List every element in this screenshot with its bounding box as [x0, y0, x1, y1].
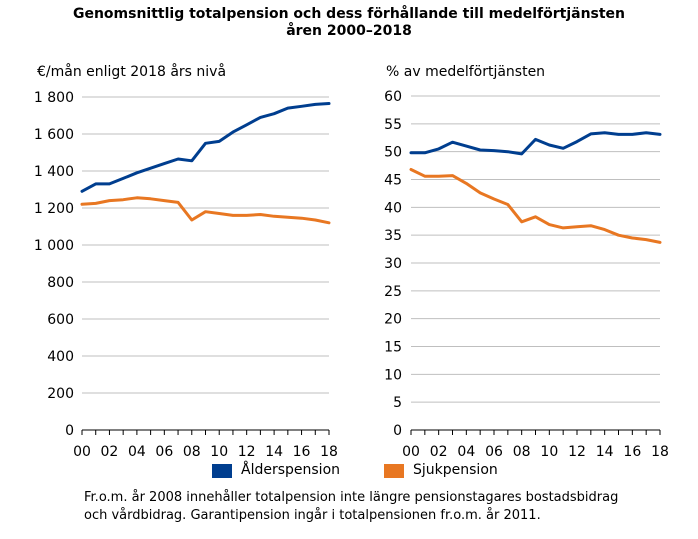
left-series-line-alderspension: [80, 102, 331, 193]
right-x-tick-label: 02: [430, 444, 448, 460]
left-series-line-sjukpension: [80, 196, 331, 225]
left-y-tick-label: 800: [47, 275, 74, 291]
legend-swatch-alderspension: [212, 464, 232, 478]
footnote: Fr.o.m. år 2008 innehåller totalpension …: [84, 489, 684, 525]
left-y-tick-label: 1 800: [34, 90, 74, 106]
right-y-tick-label: 5: [393, 395, 402, 411]
left-y-tick-label: 1 000: [34, 238, 74, 254]
legend-label-alderspension: Ålderspension: [241, 462, 341, 478]
right-y-axis-label: % av medelförtjänsten: [386, 64, 546, 80]
chart-title-line2: åren 2000–2018: [286, 23, 412, 39]
right-x-tick-label: 12: [568, 444, 586, 460]
legend-label-sjukpension: Sjukpension: [413, 462, 498, 478]
right-x-tick-label: 06: [485, 444, 503, 460]
right-x-tick-label: 16: [623, 444, 641, 460]
right-y-tick-label: 40: [384, 200, 402, 216]
left-x-tick-label: 04: [128, 444, 146, 460]
right-x-tick-label: 04: [457, 444, 475, 460]
left-y-tick-label: 0: [65, 423, 74, 439]
right-series-line-sjukpension: [409, 168, 662, 244]
right-y-tick-label: 0: [393, 423, 402, 439]
right-y-tick-label: 20: [384, 312, 402, 328]
left-x-tick-label: 06: [155, 444, 173, 460]
left-y-tick-label: 1 400: [34, 164, 74, 180]
left-x-tick-label: 12: [238, 444, 256, 460]
left-x-tick-label: 16: [293, 444, 311, 460]
legend-swatch-sjukpension: [384, 464, 404, 478]
left-y-axis-label: €/mån enligt 2018 års nivå: [37, 64, 227, 80]
left-x-tick-label: 14: [265, 444, 283, 460]
right-x-tick-label: 08: [513, 444, 531, 460]
right-y-tick-label: 55: [384, 117, 402, 133]
left-y-tick-label: 400: [47, 349, 74, 365]
left-x-tick-label: 10: [210, 444, 228, 460]
left-y-tick-label: 200: [47, 386, 74, 402]
right-y-tick-label: 35: [384, 228, 402, 244]
right-y-tick-label: 10: [384, 367, 402, 383]
left-y-tick-label: 1 200: [34, 201, 74, 217]
right-x-tick-label: 14: [596, 444, 614, 460]
left-y-tick-label: 600: [47, 312, 74, 328]
right-x-tick-label: 18: [651, 444, 669, 460]
left-x-tick-label: 02: [101, 444, 119, 460]
right-y-tick-label: 15: [384, 340, 402, 356]
left-x-tick-label: 18: [320, 444, 338, 460]
right-y-tick-label: 50: [384, 145, 402, 161]
right-x-tick-label: 10: [540, 444, 558, 460]
chart-title-line1: Genomsnittlig totalpension och dess förh…: [72, 6, 626, 22]
right-y-tick-label: 25: [384, 284, 402, 300]
right-y-tick-label: 30: [384, 256, 402, 272]
right-y-tick-label: 60: [384, 89, 402, 105]
right-series-line-alderspension: [409, 131, 662, 156]
left-x-tick-label: 00: [73, 444, 91, 460]
footnote-line2: och vårdbidrag. Garantipension ingår i t…: [84, 508, 541, 523]
left-x-tick-label: 08: [183, 444, 201, 460]
footnote-line1: Fr.o.m. år 2008 innehåller totalpension …: [84, 490, 619, 505]
right-y-tick-label: 45: [384, 173, 402, 189]
left-y-tick-label: 1 600: [34, 127, 74, 143]
right-x-tick-label: 00: [402, 444, 420, 460]
